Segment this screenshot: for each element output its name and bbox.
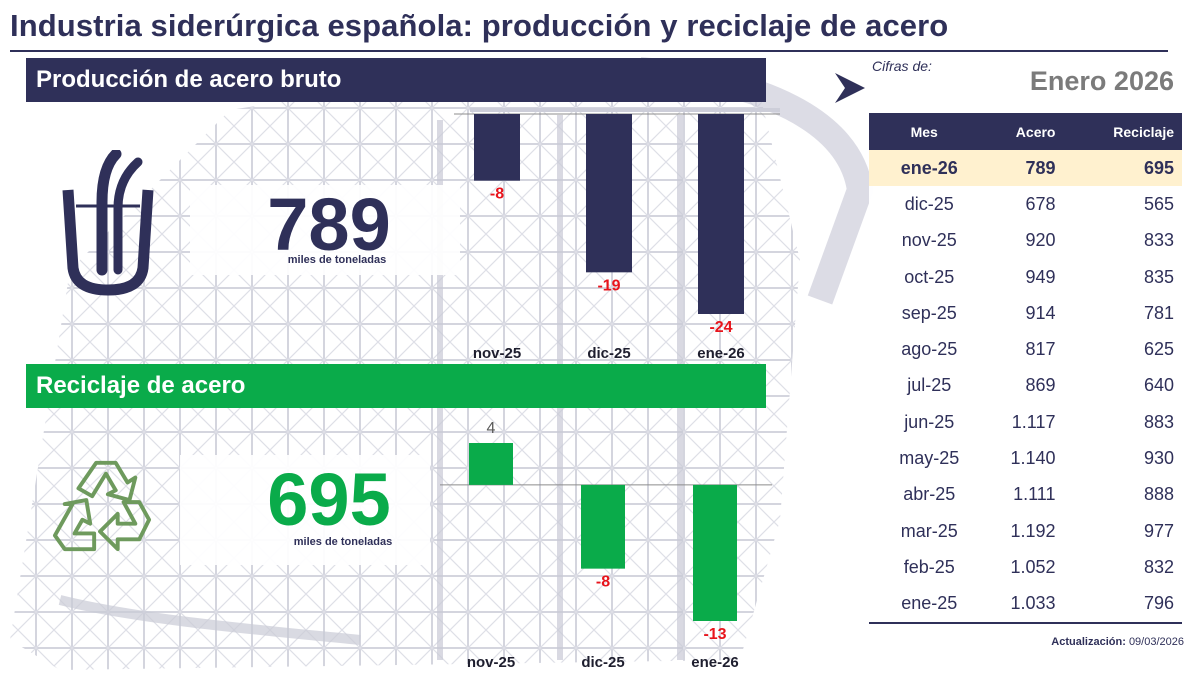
table-row: abr-25 1.111 888 (869, 477, 1182, 513)
bar-nov-25 (469, 443, 513, 485)
cell-reciclaje: 977 (1143, 520, 1174, 541)
cell-acero: 1.052 (1010, 556, 1056, 577)
tick-label: dic-25 (587, 345, 630, 362)
cell-reciclaje: 640 (1143, 375, 1174, 396)
data-label: -8 (596, 574, 610, 591)
data-label: -24 (709, 319, 732, 336)
chevron-right-icon (835, 73, 865, 103)
cell-mes: ene-25 (869, 585, 980, 624)
recycling-change-chart: 4 nov-25 -8 dic-25 -13 ene-26 (440, 420, 772, 671)
cell-mes: nov-25 (901, 230, 957, 251)
cell-reciclaje: 781 (1143, 302, 1174, 323)
cell-mes: oct-25 (904, 266, 955, 287)
table-header-row: Mes Acero Reciclaje (869, 113, 1182, 150)
recycling-kpi-panel (180, 455, 430, 565)
cell-acero: 920 (1025, 230, 1056, 251)
cell-acero: 949 (1025, 266, 1056, 287)
cell-acero: 817 (1025, 339, 1056, 360)
bar-ene-26 (698, 114, 744, 314)
table-row: nov-25 920 833 (869, 223, 1182, 259)
cell-mes: dic-25 (904, 193, 954, 214)
tick-label: nov-25 (467, 654, 515, 671)
bar-dic-25 (586, 114, 632, 273)
cell-reciclaje: 930 (1143, 448, 1174, 469)
column-header-mes: Mes (869, 113, 980, 150)
tick-label: nov-25 (473, 345, 521, 362)
monthly-data-table: Mes Acero Reciclaje ene-26 789 695 dic-25 67… (869, 113, 1182, 624)
cell-reciclaje: 835 (1143, 266, 1174, 287)
cell-acero: 789 (979, 150, 1084, 187)
cell-mes: feb-25 (903, 556, 955, 577)
data-label: -19 (597, 277, 620, 294)
cell-acero: 1.117 (1011, 411, 1056, 432)
cell-reciclaje: 625 (1143, 339, 1174, 360)
table-row: oct-25 949 835 (869, 259, 1182, 295)
production-kpi-panel (190, 185, 460, 275)
cell-acero: 869 (1025, 375, 1056, 396)
cell-reciclaje: 833 (1143, 230, 1174, 251)
cell-acero: 1.033 (979, 585, 1084, 624)
table-row: may-25 1.140 930 (869, 440, 1182, 476)
cell-mes: ago-25 (901, 339, 958, 360)
tick-label: dic-25 (581, 654, 624, 671)
cell-acero: 1.192 (1010, 520, 1056, 541)
table-row: sep-25 914 781 (869, 295, 1182, 331)
recycling-unit: miles de toneladas (293, 536, 393, 548)
table-row: dic-25 678 565 (869, 186, 1182, 222)
table-row: feb-25 1.052 832 (869, 549, 1182, 585)
data-label: 4 (487, 420, 496, 437)
production-banner: Producción de acero bruto (26, 58, 766, 102)
column-header-reciclaje: Reciclaje (1083, 113, 1182, 150)
update-label: Actualización: (1051, 636, 1126, 648)
bar-dic-25 (581, 484, 625, 569)
cell-reciclaje: 888 (1143, 484, 1174, 505)
cell-acero: 1.140 (1010, 448, 1056, 469)
recycle-icon (52, 460, 152, 552)
cell-mes: sep-25 (901, 302, 957, 323)
table-row: ago-25 817 625 (869, 331, 1182, 367)
bar-nov-25 (474, 114, 520, 181)
cell-mes: jul-25 (907, 375, 952, 396)
cell-acero: 678 (1025, 193, 1056, 214)
cell-mes: mar-25 (900, 520, 958, 541)
table-row: ene-26 789 695 (869, 150, 1182, 187)
bar-ene-26 (693, 484, 737, 621)
cell-acero: 914 (1025, 302, 1056, 323)
data-label: -8 (490, 186, 504, 203)
recycling-banner: Reciclaje de acero (26, 364, 766, 408)
cell-mes: jun-25 (904, 411, 955, 432)
column-header-acero: Acero (979, 113, 1084, 150)
title-underline (10, 50, 1168, 52)
tick-label: ene-26 (691, 654, 739, 671)
cell-reciclaje: 883 (1143, 411, 1174, 432)
cell-reciclaje: 695 (1083, 150, 1182, 187)
update-date: 09/03/2026 (1128, 636, 1184, 648)
recycling-value: 695 (267, 458, 391, 541)
figures-label: Cifras de: (872, 58, 932, 74)
update-note: Actualización: 09/03/2026 (930, 636, 1184, 648)
table-row: mar-25 1.192 977 (869, 513, 1182, 549)
cell-reciclaje: 796 (1083, 585, 1182, 624)
cell-reciclaje: 565 (1143, 193, 1174, 214)
cell-mes: abr-25 (903, 484, 956, 505)
production-value: 789 (267, 183, 391, 266)
period-label: Enero 2026 (1029, 66, 1174, 96)
data-label: -13 (703, 626, 726, 643)
table-row: ene-25 1.033 796 (869, 585, 1182, 624)
steel-ladle-icon (62, 150, 154, 296)
page-title: Industria siderúrgica española: producci… (10, 8, 949, 43)
cell-acero: 1.111 (1013, 484, 1056, 505)
cell-mes: ene-26 (869, 150, 980, 187)
production-change-chart: -8 nov-25 -19 dic-25 -24 ene-26 (454, 113, 780, 362)
table-row: jul-25 869 640 (869, 368, 1182, 404)
table-row: jun-25 1.117 883 (869, 404, 1182, 440)
production-unit: miles de toneladas (287, 254, 387, 266)
tick-label: ene-26 (697, 345, 745, 362)
cell-reciclaje: 832 (1143, 556, 1174, 577)
cell-mes: may-25 (899, 448, 960, 469)
